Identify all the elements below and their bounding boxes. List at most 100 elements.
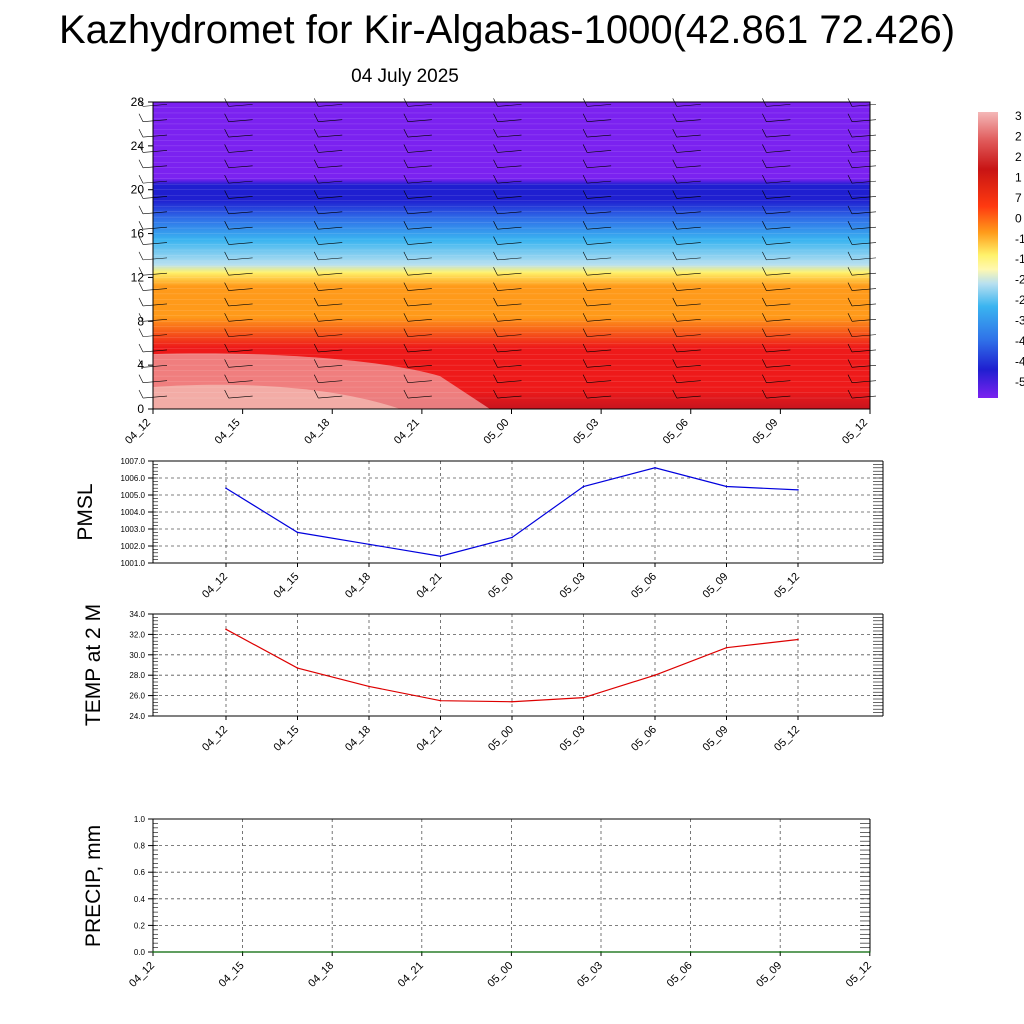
wind-barb <box>497 150 522 153</box>
temp-2m-point <box>797 638 799 641</box>
wind-barb <box>587 272 612 276</box>
wind-barb <box>676 380 701 383</box>
wind-barb <box>407 257 432 261</box>
wind-barb <box>228 318 253 322</box>
wind-barb <box>142 242 168 245</box>
wind-barb <box>142 134 168 138</box>
wind-barb-flag <box>313 159 319 168</box>
wind-barb <box>766 119 791 123</box>
wind-barb-flag <box>224 297 229 307</box>
wind-barb-flag <box>762 159 767 168</box>
wind-barb <box>497 134 522 138</box>
pmsl-point <box>296 531 299 534</box>
y-tick-label: 26.0 <box>129 692 145 701</box>
wind-barb <box>407 180 432 184</box>
wind-barb-flag <box>313 282 319 291</box>
wind-barb <box>407 104 432 107</box>
wind-barb <box>497 104 522 107</box>
x-tick-label: 04_18 <box>302 417 332 447</box>
wind-barb <box>407 165 432 169</box>
wind-barb <box>587 349 612 353</box>
wind-barb <box>497 226 522 230</box>
wind-barb-flag <box>403 113 409 122</box>
y-tick-label: 0 <box>137 402 144 416</box>
wind-barb-flag <box>224 282 229 291</box>
wind-barb-flag <box>313 343 319 353</box>
wind-barb-flag <box>313 359 319 368</box>
wind-barb-flag <box>313 175 319 184</box>
wind-barb <box>142 150 168 153</box>
wind-barb <box>851 272 877 276</box>
x-tick-label: 05_06 <box>661 417 691 447</box>
wind-barb <box>587 365 612 368</box>
wind-barb-flag <box>138 159 144 168</box>
x-tick-label: 05_12 <box>840 417 870 447</box>
wind-barb-flag <box>403 175 409 184</box>
wind-barb-flag <box>672 205 678 214</box>
x-tick-label: 05_03 <box>575 960 605 990</box>
wind-barb-flag <box>313 113 319 122</box>
wind-barb-flag <box>762 313 767 322</box>
wind-barb <box>228 365 253 368</box>
wind-barb-flag <box>762 389 767 399</box>
x-tick-label: 05_06 <box>665 960 695 990</box>
colorbar-label: -5 <box>1015 375 1024 389</box>
y-tick-label: 1003.0 <box>121 525 146 534</box>
wind-barb <box>407 242 432 245</box>
wind-barb-flag <box>313 236 319 245</box>
wind-barb <box>676 119 701 123</box>
x-tick-label: 05_00 <box>486 724 516 754</box>
wind-barb <box>142 334 168 337</box>
wind-barb-flag <box>847 144 853 153</box>
x-tick-label: 04_15 <box>272 724 302 754</box>
wind-barb <box>407 196 432 199</box>
wind-barb-flag <box>672 159 678 168</box>
wind-barb-flag <box>582 113 588 122</box>
wind-barb-flag <box>224 205 229 214</box>
wind-barb <box>228 303 253 307</box>
wind-barb-flag <box>847 313 853 322</box>
wind-barb-flag <box>138 175 144 184</box>
wind-barb-flag <box>582 374 588 383</box>
wind-barb-flag <box>582 359 588 368</box>
colorbar-label: 7 <box>1015 191 1022 205</box>
wind-barb-flag <box>672 374 678 383</box>
wind-barb <box>407 303 432 307</box>
wind-barb-flag <box>138 359 144 368</box>
wind-barb-flag <box>582 221 588 230</box>
wind-barb <box>587 150 612 153</box>
temp-2m-point <box>511 700 513 703</box>
wind-barb <box>851 242 877 245</box>
wind-barb <box>407 318 432 322</box>
wind-barb-flag <box>762 236 767 245</box>
wind-barb <box>318 119 343 123</box>
wind-barb <box>142 165 168 169</box>
wind-barb-flag <box>403 374 409 383</box>
wind-barb-flag <box>672 221 678 230</box>
x-tick-label: 04_18 <box>343 724 373 754</box>
wind-barb <box>497 334 522 337</box>
precip-point <box>600 951 602 953</box>
wind-barb-flag <box>847 251 853 261</box>
wind-barb-flag <box>762 251 767 261</box>
wind-barb-flag <box>493 343 498 353</box>
wind-barb-flag <box>762 343 767 353</box>
colorbar-label: -4 <box>1015 355 1024 369</box>
wind-barb <box>142 180 168 184</box>
temp-2m-point <box>725 646 728 649</box>
wind-barb <box>851 288 877 291</box>
precip-point <box>869 951 871 953</box>
wind-barb <box>407 211 432 215</box>
precip-point <box>331 951 334 953</box>
precip-point <box>241 951 244 953</box>
wind-barb <box>851 104 877 107</box>
wind-barb-flag <box>762 190 767 199</box>
wind-barb-flag <box>582 389 588 399</box>
wind-barb-flag <box>847 359 853 368</box>
wind-barb-flag <box>403 282 409 291</box>
wind-barb <box>766 211 791 215</box>
x-tick-label: 05_03 <box>558 571 588 601</box>
wind-barb <box>318 211 343 215</box>
wind-barb <box>676 104 701 107</box>
wind-barb <box>228 380 253 383</box>
